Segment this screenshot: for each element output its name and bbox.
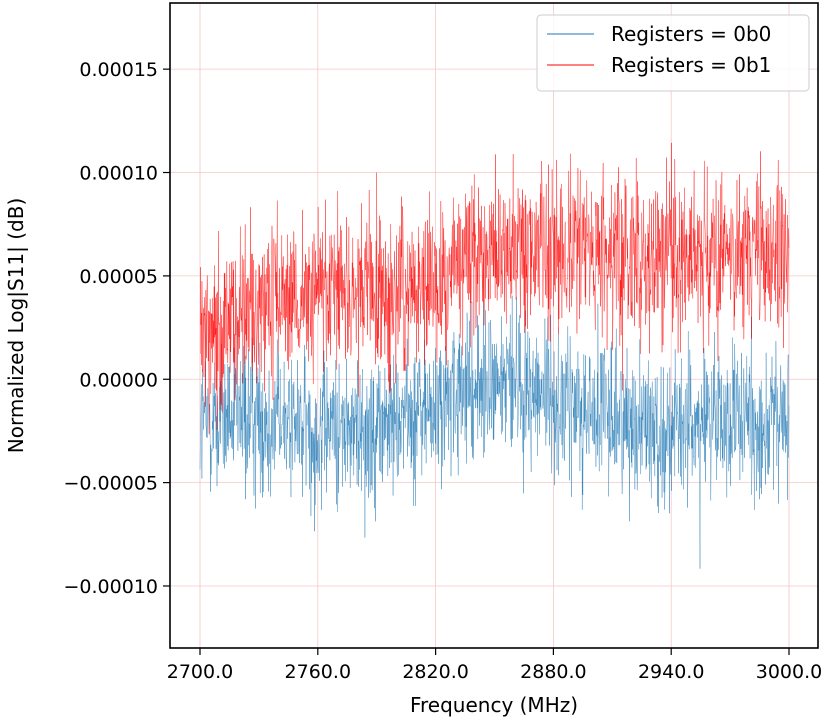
y-tick-label-5: 0.00015 [79,59,158,81]
x-axis-label: Frequency (MHz) [410,693,578,717]
y-tick-label-4: 0.00010 [79,163,158,185]
grid [170,3,818,648]
legend-box [536,14,810,92]
series-line-0 [199,295,790,569]
series-layer [199,142,790,569]
x-tick-label-4: 2940.0 [638,661,704,683]
x-tick-label-5: 3000.0 [756,661,822,683]
y-tick-label-3: 0.00005 [79,266,158,288]
y-tick-label-0: −0.00010 [64,576,159,598]
legend-label-series-0: Registers = 0b0 [611,22,771,46]
legend: Registers = 0b0 Registers = 0b1 [536,14,810,92]
x-tick-label-1: 2760.0 [285,661,351,683]
legend-label-series-1: Registers = 0b1 [611,53,771,77]
x-tick-label-2: 2820.0 [402,661,468,683]
plot-area-frame [169,2,819,649]
series-line-1 [199,142,790,435]
x-tick-label-0: 2700.0 [167,661,233,683]
ticks: 2700.0 2760.0 2820.0 2880.0 2940.0 3000.0 −0.0… [64,59,823,683]
y-tick-label-1: −0.00005 [64,473,159,495]
y-axis-label: Normalized Log|S11| (dB) [4,198,28,454]
x-tick-label-3: 2880.0 [520,661,586,683]
y-tick-label-2: 0.00000 [79,369,158,391]
